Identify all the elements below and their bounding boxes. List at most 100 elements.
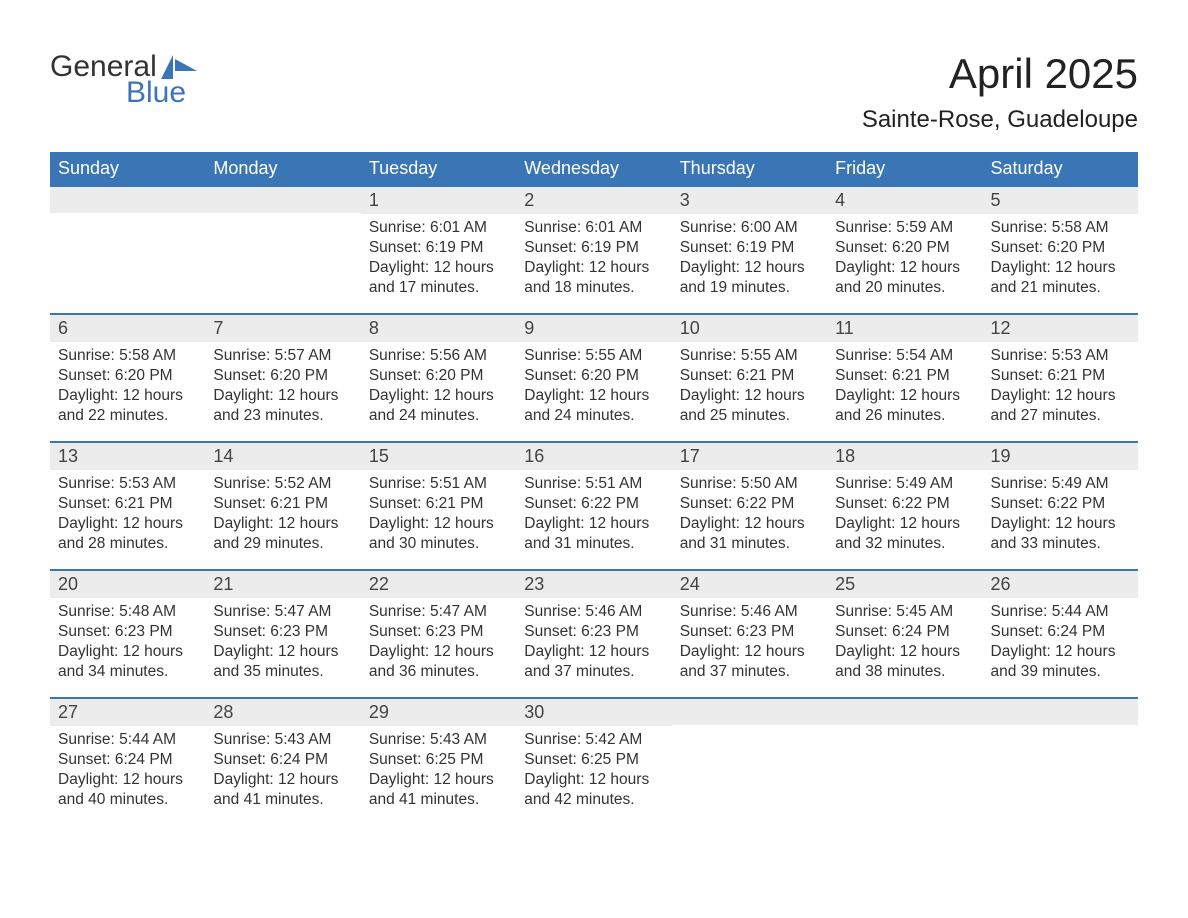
calendar-cell (205, 185, 360, 313)
daylight-line: Daylight: 12 hours and 24 minutes. (369, 386, 508, 426)
calendar-body: 1Sunrise: 6:01 AMSunset: 6:19 PMDaylight… (50, 185, 1138, 819)
daylight-line: Daylight: 12 hours and 38 minutes. (835, 642, 974, 682)
daylight-line: Daylight: 12 hours and 35 minutes. (213, 642, 352, 682)
calendar-week-row: 1Sunrise: 6:01 AMSunset: 6:19 PMDaylight… (50, 185, 1138, 313)
sunset-line: Sunset: 6:21 PM (991, 366, 1130, 386)
calendar-cell: 10Sunrise: 5:55 AMSunset: 6:21 PMDayligh… (672, 313, 827, 441)
daylight-line: Daylight: 12 hours and 33 minutes. (991, 514, 1130, 554)
daylight-line: Daylight: 12 hours and 29 minutes. (213, 514, 352, 554)
daylight-line: Daylight: 12 hours and 31 minutes. (680, 514, 819, 554)
day-number: 2 (516, 185, 671, 214)
sunset-line: Sunset: 6:25 PM (369, 750, 508, 770)
day-details: Sunrise: 5:50 AMSunset: 6:22 PMDaylight:… (672, 470, 827, 563)
weekday-header: Monday (205, 152, 360, 185)
day-details: Sunrise: 5:55 AMSunset: 6:21 PMDaylight:… (672, 342, 827, 435)
calendar-week-row: 27Sunrise: 5:44 AMSunset: 6:24 PMDayligh… (50, 697, 1138, 819)
location-subtitle: Sainte-Rose, Guadeloupe (862, 106, 1138, 134)
day-details: Sunrise: 5:43 AMSunset: 6:24 PMDaylight:… (205, 726, 360, 819)
day-number: 26 (983, 569, 1138, 598)
daylight-line: Daylight: 12 hours and 22 minutes. (58, 386, 197, 426)
day-number: 16 (516, 441, 671, 470)
sunset-line: Sunset: 6:23 PM (58, 622, 197, 642)
day-details: Sunrise: 5:47 AMSunset: 6:23 PMDaylight:… (205, 598, 360, 691)
title-block: April 2025 Sainte-Rose, Guadeloupe (862, 50, 1138, 134)
calendar-cell: 22Sunrise: 5:47 AMSunset: 6:23 PMDayligh… (361, 569, 516, 697)
sunset-line: Sunset: 6:20 PM (835, 238, 974, 258)
weekday-header: Thursday (672, 152, 827, 185)
calendar-cell: 25Sunrise: 5:45 AMSunset: 6:24 PMDayligh… (827, 569, 982, 697)
daylight-line: Daylight: 12 hours and 39 minutes. (991, 642, 1130, 682)
weekday-header: Sunday (50, 152, 205, 185)
month-title: April 2025 (862, 50, 1138, 98)
daylight-line: Daylight: 12 hours and 37 minutes. (524, 642, 663, 682)
sunrise-line: Sunrise: 5:47 AM (369, 602, 508, 622)
day-number: 5 (983, 185, 1138, 214)
sunset-line: Sunset: 6:20 PM (369, 366, 508, 386)
sunrise-line: Sunrise: 5:46 AM (680, 602, 819, 622)
sunrise-line: Sunrise: 6:01 AM (369, 218, 508, 238)
day-details: Sunrise: 5:54 AMSunset: 6:21 PMDaylight:… (827, 342, 982, 435)
daylight-line: Daylight: 12 hours and 26 minutes. (835, 386, 974, 426)
daylight-line: Daylight: 12 hours and 32 minutes. (835, 514, 974, 554)
calendar-cell: 6Sunrise: 5:58 AMSunset: 6:20 PMDaylight… (50, 313, 205, 441)
empty-day-header (827, 697, 982, 725)
calendar-cell: 3Sunrise: 6:00 AMSunset: 6:19 PMDaylight… (672, 185, 827, 313)
sunrise-line: Sunrise: 5:42 AM (524, 730, 663, 750)
sunrise-line: Sunrise: 5:52 AM (213, 474, 352, 494)
day-number: 21 (205, 569, 360, 598)
empty-day-header (672, 697, 827, 725)
day-number: 7 (205, 313, 360, 342)
calendar-cell (983, 697, 1138, 819)
day-number: 1 (361, 185, 516, 214)
daylight-line: Daylight: 12 hours and 21 minutes. (991, 258, 1130, 298)
sunset-line: Sunset: 6:19 PM (524, 238, 663, 258)
sunrise-line: Sunrise: 5:51 AM (524, 474, 663, 494)
calendar-cell: 29Sunrise: 5:43 AMSunset: 6:25 PMDayligh… (361, 697, 516, 819)
sunrise-line: Sunrise: 5:55 AM (680, 346, 819, 366)
sunset-line: Sunset: 6:22 PM (524, 494, 663, 514)
sunrise-line: Sunrise: 5:59 AM (835, 218, 974, 238)
day-number: 18 (827, 441, 982, 470)
day-details: Sunrise: 5:42 AMSunset: 6:25 PMDaylight:… (516, 726, 671, 819)
day-number: 17 (672, 441, 827, 470)
day-number: 24 (672, 569, 827, 598)
day-details: Sunrise: 6:01 AMSunset: 6:19 PMDaylight:… (516, 214, 671, 307)
calendar-cell: 20Sunrise: 5:48 AMSunset: 6:23 PMDayligh… (50, 569, 205, 697)
day-details: Sunrise: 5:58 AMSunset: 6:20 PMDaylight:… (983, 214, 1138, 307)
sunrise-line: Sunrise: 5:46 AM (524, 602, 663, 622)
day-details: Sunrise: 6:01 AMSunset: 6:19 PMDaylight:… (361, 214, 516, 307)
calendar-cell (827, 697, 982, 819)
day-number: 13 (50, 441, 205, 470)
calendar-cell: 12Sunrise: 5:53 AMSunset: 6:21 PMDayligh… (983, 313, 1138, 441)
logo: General Blue (50, 50, 197, 110)
calendar-cell: 7Sunrise: 5:57 AMSunset: 6:20 PMDaylight… (205, 313, 360, 441)
day-details: Sunrise: 5:55 AMSunset: 6:20 PMDaylight:… (516, 342, 671, 435)
sunrise-line: Sunrise: 5:54 AM (835, 346, 974, 366)
daylight-line: Daylight: 12 hours and 25 minutes. (680, 386, 819, 426)
calendar-cell: 21Sunrise: 5:47 AMSunset: 6:23 PMDayligh… (205, 569, 360, 697)
sunset-line: Sunset: 6:21 PM (680, 366, 819, 386)
day-number: 30 (516, 697, 671, 726)
daylight-line: Daylight: 12 hours and 27 minutes. (991, 386, 1130, 426)
day-details: Sunrise: 5:44 AMSunset: 6:24 PMDaylight:… (50, 726, 205, 819)
daylight-line: Daylight: 12 hours and 41 minutes. (369, 770, 508, 810)
sunrise-line: Sunrise: 5:49 AM (835, 474, 974, 494)
sunset-line: Sunset: 6:19 PM (369, 238, 508, 258)
daylight-line: Daylight: 12 hours and 23 minutes. (213, 386, 352, 426)
day-number: 11 (827, 313, 982, 342)
calendar-table: SundayMondayTuesdayWednesdayThursdayFrid… (50, 152, 1138, 819)
sunrise-line: Sunrise: 5:55 AM (524, 346, 663, 366)
sunset-line: Sunset: 6:21 PM (58, 494, 197, 514)
calendar-cell: 18Sunrise: 5:49 AMSunset: 6:22 PMDayligh… (827, 441, 982, 569)
calendar-cell: 5Sunrise: 5:58 AMSunset: 6:20 PMDaylight… (983, 185, 1138, 313)
day-details: Sunrise: 5:45 AMSunset: 6:24 PMDaylight:… (827, 598, 982, 691)
daylight-line: Daylight: 12 hours and 34 minutes. (58, 642, 197, 682)
sunset-line: Sunset: 6:23 PM (369, 622, 508, 642)
sunrise-line: Sunrise: 5:53 AM (991, 346, 1130, 366)
sunrise-line: Sunrise: 5:44 AM (991, 602, 1130, 622)
day-details: Sunrise: 5:49 AMSunset: 6:22 PMDaylight:… (983, 470, 1138, 563)
calendar-cell (50, 185, 205, 313)
calendar-cell: 30Sunrise: 5:42 AMSunset: 6:25 PMDayligh… (516, 697, 671, 819)
day-details: Sunrise: 5:47 AMSunset: 6:23 PMDaylight:… (361, 598, 516, 691)
sunrise-line: Sunrise: 5:51 AM (369, 474, 508, 494)
